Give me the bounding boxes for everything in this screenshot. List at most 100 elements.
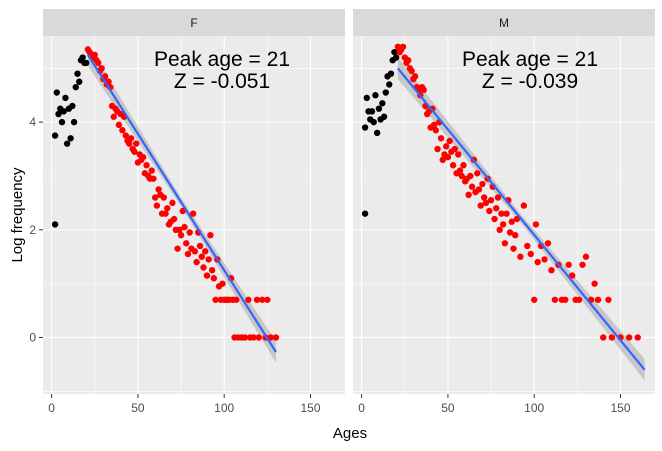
post-peak-point: [119, 127, 126, 134]
post-peak-point: [591, 280, 598, 287]
post-peak-point: [115, 121, 123, 129]
post-peak-point: [565, 261, 572, 268]
post-peak-point: [608, 334, 616, 341]
pre-peak-point: [373, 129, 381, 137]
post-peak-point: [446, 137, 453, 145]
post-peak-point: [399, 43, 407, 50]
strip-m-background: [353, 9, 655, 36]
pre-peak-point: [55, 110, 62, 118]
post-peak-point: [479, 180, 486, 188]
post-peak-point: [451, 145, 459, 153]
pre-peak-point: [387, 70, 395, 77]
post-peak-point: [267, 334, 274, 341]
pre-peak-point: [63, 140, 71, 147]
strip-f-background: [43, 9, 345, 36]
post-peak-point: [272, 334, 280, 341]
post-peak-point: [579, 261, 586, 268]
post-peak-point: [241, 334, 249, 341]
x-axis: 0 50 100 150 0 50 100 150: [48, 394, 631, 415]
x-tick-label: 50: [131, 401, 145, 415]
post-peak-point: [160, 194, 167, 201]
pre-peak-point: [379, 100, 386, 107]
post-peak-point: [468, 183, 476, 190]
post-peak-point: [512, 231, 519, 239]
post-peak-point: [170, 215, 178, 223]
pre-peak-point: [53, 89, 61, 96]
post-peak-point: [191, 248, 199, 255]
pre-peak-point: [370, 118, 377, 126]
panel-f-z-annotation: Z = -0.051: [174, 70, 270, 93]
pre-peak-point: [363, 94, 371, 102]
post-peak-point: [467, 172, 474, 180]
post-peak-point: [458, 172, 465, 180]
post-peak-point: [110, 113, 117, 120]
post-peak-point: [594, 296, 602, 303]
post-peak-point: [551, 296, 559, 303]
post-peak-point: [531, 296, 538, 303]
post-peak-point: [437, 135, 445, 142]
post-peak-point: [568, 272, 576, 279]
y-tick-label: 4: [29, 115, 36, 129]
pre-peak-point: [361, 124, 369, 131]
pre-peak-point: [79, 54, 86, 61]
post-peak-point: [506, 229, 514, 236]
post-peak-point: [487, 196, 495, 204]
post-peak-point: [233, 296, 240, 303]
post-peak-point: [582, 253, 590, 260]
post-peak-point: [532, 221, 540, 228]
post-peak-point: [132, 140, 140, 147]
post-peak-point: [200, 264, 207, 271]
post-peak-point: [150, 175, 157, 182]
post-peak-point: [264, 296, 271, 303]
post-peak-point: [477, 202, 484, 209]
post-peak-point: [208, 266, 216, 274]
post-peak-point: [494, 194, 502, 201]
pre-peak-point: [361, 210, 369, 217]
post-peak-point: [196, 242, 204, 250]
pre-peak-point: [82, 59, 90, 67]
y-tick-label: 2: [29, 223, 36, 237]
post-peak-point: [499, 221, 507, 228]
post-peak-point: [510, 245, 517, 252]
x-tick-label: 50: [441, 401, 455, 415]
post-peak-point: [460, 162, 467, 169]
post-peak-point: [482, 199, 490, 207]
pre-peak-point: [386, 81, 393, 88]
x-tick-label: 150: [300, 401, 320, 415]
post-peak-point: [548, 266, 555, 274]
panel-f-points: [51, 46, 280, 341]
post-peak-point: [219, 280, 226, 287]
panel-m-z-annotation: Z = -0.039: [482, 70, 578, 93]
panel-m-points: [361, 43, 641, 341]
post-peak-point: [131, 148, 138, 155]
y-axis-title: Log frequency: [9, 167, 26, 263]
post-peak-point: [148, 167, 155, 174]
post-peak-point: [155, 186, 162, 193]
panel-f-peak-age-annotation: Peak age = 21: [154, 48, 290, 71]
post-peak-point: [184, 250, 192, 258]
post-peak-point: [501, 240, 509, 247]
post-peak-point: [95, 59, 102, 67]
post-peak-point: [475, 186, 483, 193]
post-peak-point: [164, 205, 171, 212]
y-tick-label: 0: [29, 330, 36, 344]
post-peak-point: [634, 334, 641, 341]
post-peak-point: [508, 218, 515, 225]
x-tick-label: 150: [610, 401, 630, 415]
x-tick-label: 0: [48, 401, 55, 415]
pre-peak-point: [51, 221, 59, 228]
post-peak-point: [202, 248, 209, 255]
post-peak-point: [177, 231, 185, 239]
post-peak-point: [465, 191, 472, 199]
post-peak-point: [456, 167, 464, 174]
pre-peak-point: [391, 48, 398, 56]
post-peak-point: [486, 207, 493, 215]
strip-m-label: M: [499, 16, 509, 30]
regression-line: [86, 54, 277, 353]
post-peak-point: [439, 156, 446, 164]
post-peak-point: [98, 65, 105, 72]
x-axis-title: Ages: [333, 425, 367, 442]
post-peak-point: [205, 256, 212, 263]
post-peak-point: [491, 215, 498, 223]
